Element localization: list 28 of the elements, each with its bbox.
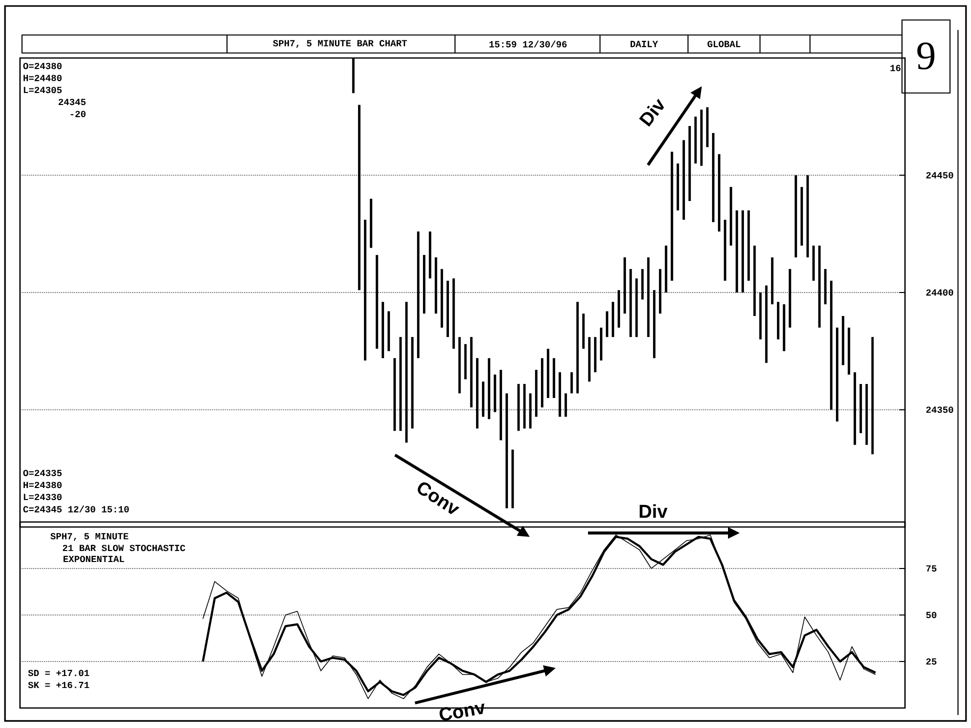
annotation: SD = +17.01	[28, 670, 90, 676]
annotation: 24345	[58, 98, 86, 106]
annotation: EXPONENTIAL	[64, 556, 124, 562]
y-tick-label: 75	[926, 565, 936, 572]
text: 21 BAR SLOW STOCHASTIC	[62, 544, 186, 552]
annotation: Div	[639, 98, 664, 127]
y-tick-label: 24350	[926, 406, 954, 413]
text: DAILY	[630, 40, 658, 48]
annotation: L=24330	[24, 494, 62, 500]
chart-title: SPH7, 5 MINUTE BAR CHART	[272, 40, 407, 48]
y-tick-label: 25	[926, 658, 936, 665]
text: 9	[917, 42, 934, 70]
text: 15:59 12/30/96	[489, 40, 567, 48]
annotation: 16	[890, 64, 901, 72]
annotation: H=24480	[24, 74, 62, 82]
annotation: L=24305	[24, 86, 62, 94]
y-tick-label: 24400	[926, 289, 954, 296]
annotation: Div	[640, 504, 668, 518]
y-tick-label: 50	[926, 612, 936, 618]
annotation: SK = +16.71	[28, 682, 90, 688]
annotation: O=24380	[23, 62, 62, 70]
annotation: H=24380	[24, 482, 62, 488]
annotation: -20	[70, 110, 86, 118]
annotation: C=24345 12/30 15:10	[23, 506, 129, 512]
y-tick-label: 24450	[926, 172, 954, 178]
text: GLOBAL	[708, 40, 740, 48]
text: SPH7, 5 MINUTE	[50, 533, 128, 541]
annotation: O=24335	[23, 470, 62, 476]
